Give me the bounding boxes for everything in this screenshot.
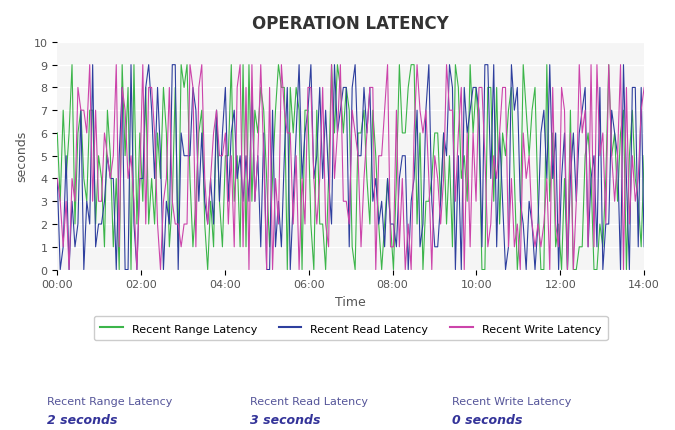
Recent Read Latency <box>80 267 88 273</box>
Text: Recent Range Latency: Recent Range Latency <box>47 396 173 406</box>
Y-axis label: seconds: seconds <box>15 131 28 182</box>
Recent Read Latency <box>53 176 61 181</box>
Recent Write Latency <box>65 267 73 273</box>
Recent Range Latency <box>115 267 124 273</box>
Recent Read Latency <box>88 63 97 68</box>
Recent Range Latency <box>616 131 624 136</box>
Text: Recent Write Latency: Recent Write Latency <box>452 396 572 406</box>
Recent Read Latency <box>215 199 223 204</box>
Recent Range Latency <box>640 154 648 159</box>
Recent Read Latency <box>168 63 176 68</box>
Recent Read Latency <box>640 245 648 250</box>
Recent Write Latency <box>640 86 648 91</box>
Recent Write Latency <box>596 154 604 159</box>
Recent Write Latency <box>168 199 176 204</box>
Recent Range Latency <box>68 63 76 68</box>
Recent Range Latency <box>80 176 88 181</box>
Text: 0 seconds: 0 seconds <box>452 413 522 426</box>
Title: OPERATION LATENCY: OPERATION LATENCY <box>252 15 449 33</box>
Line: Recent Range Latency: Recent Range Latency <box>57 65 644 270</box>
Recent Range Latency <box>53 131 61 136</box>
Recent Write Latency <box>86 63 94 68</box>
Text: Recent Read Latency: Recent Read Latency <box>250 396 368 406</box>
Recent Range Latency <box>215 199 223 204</box>
Recent Write Latency <box>616 63 624 68</box>
Recent Range Latency <box>596 222 604 227</box>
Recent Write Latency <box>53 176 61 181</box>
Recent Range Latency <box>92 222 100 227</box>
Recent Range Latency <box>168 199 176 204</box>
Recent Read Latency <box>616 267 624 273</box>
X-axis label: Time: Time <box>335 295 366 308</box>
Legend: Recent Range Latency, Recent Read Latency, Recent Write Latency: Recent Range Latency, Recent Read Latenc… <box>94 316 608 341</box>
Recent Write Latency <box>95 199 103 204</box>
Recent Write Latency <box>80 108 88 114</box>
Text: 3 seconds: 3 seconds <box>250 413 320 426</box>
Recent Read Latency <box>95 222 103 227</box>
Line: Recent Write Latency: Recent Write Latency <box>57 65 644 270</box>
Recent Write Latency <box>215 154 223 159</box>
Line: Recent Read Latency: Recent Read Latency <box>57 65 644 270</box>
Text: 2 seconds: 2 seconds <box>47 413 117 426</box>
Recent Read Latency <box>56 267 64 273</box>
Recent Read Latency <box>596 86 604 91</box>
